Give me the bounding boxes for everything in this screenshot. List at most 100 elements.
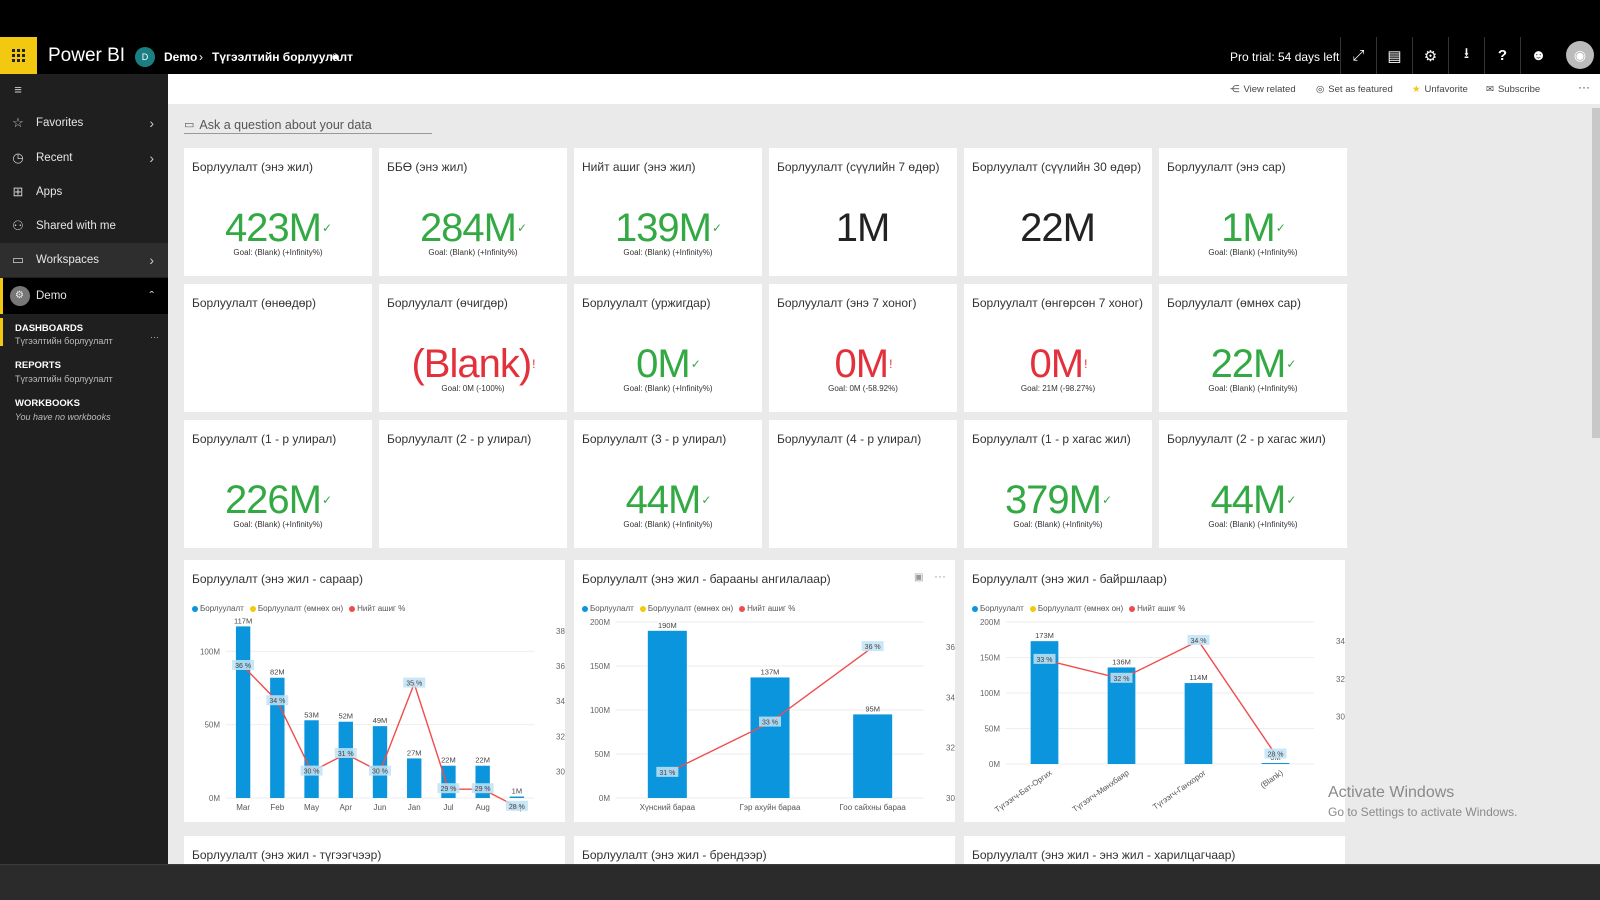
line-label-bg — [1187, 634, 1210, 645]
kpi-tile[interactable]: Борлуулалт (өчигдөр) (Blank)! Goal: 0M (-1… — [379, 284, 567, 412]
chart-tile-brand[interactable]: Борлуулалт (энэ жил - брендээр) — [574, 836, 955, 864]
kpi-tile[interactable]: Борлуулалт (1 - р хагас жил) 379M✓ Goal: (… — [964, 420, 1152, 548]
kpi-goal: Goal: (Blank) (+Infinity%) — [623, 520, 713, 529]
kpi-goal: Goal: 0M (-100%) — [441, 384, 505, 393]
y2-tick-label: 34 % — [1336, 637, 1345, 646]
related-icon: ⋲ — [1230, 84, 1240, 95]
kpi-tile[interactable]: Борлуулалт (2 - р хагас жил) 44M✓ Goal: (B… — [1159, 420, 1347, 548]
legend-item: Борлуулалт (өмнөх он) — [639, 604, 733, 613]
y2-tick-label: 36 % — [946, 643, 955, 652]
trial-status[interactable]: Pro trial: 54 days left — [1230, 50, 1340, 64]
set-featured-label: Set as featured — [1328, 84, 1393, 95]
line-data-label: 28 % — [509, 804, 525, 811]
kpi-tile[interactable]: Борлуулалт (сүүлийн 30 өдөр) 22M — [964, 148, 1152, 276]
hamburger-menu-button[interactable]: ≡ — [0, 74, 168, 104]
bar-data-label: 27M — [407, 748, 422, 757]
kpi-value-text: 423M — [224, 206, 322, 250]
location-combo-chart: 0M 50M 100M 150M 200M 30 % 32 % 34 % 173M Түгээгч… — [980, 618, 1345, 814]
sidebar-item-favorites[interactable]: ☆ Favorites › — [0, 106, 168, 140]
kpi-tile[interactable]: Борлуулалт (өмнөх сар) 22M✓ Goal: (Blank) … — [1159, 284, 1347, 412]
kpi-tile[interactable]: Борлуулалт (энэ жил) 423M✓ Goal: (Blank) (… — [184, 148, 372, 276]
kpi-title: Борлуулалт (өмнөх сар) — [1167, 296, 1301, 310]
breadcrumb-workspace[interactable]: Demo — [164, 50, 198, 64]
line-label-bg — [369, 765, 391, 776]
set-featured-button[interactable]: ◎ Set as featured — [1316, 84, 1393, 95]
bar — [1261, 763, 1290, 764]
chart-tile-monthly[interactable]: Борлуулалт (энэ жил - сараар) Борлуулалт… — [184, 560, 565, 822]
kpi-tile[interactable]: Борлуулалт (3 - р улирал) 44M✓ Goal: (Blan… — [574, 420, 762, 548]
more-options-icon[interactable]: ··· — [1578, 80, 1590, 94]
sidebar-item-shared[interactable]: ⚇ Shared with me — [0, 209, 168, 243]
kpi-value: 139M✓ — [574, 206, 762, 250]
kpi-value: 22M — [964, 206, 1152, 250]
app-title[interactable]: Power BI — [48, 45, 126, 66]
legend-item: Борлуулалт (өмнөх он) — [249, 604, 343, 613]
unfavorite-button[interactable]: ★ Unfavorite — [1412, 84, 1468, 95]
line-data-label: 33 % — [1037, 657, 1053, 664]
y2-tick-label: 34 % — [946, 693, 955, 702]
smiley-icon[interactable]: ☻ — [1520, 37, 1556, 74]
chart-tile-category[interactable]: Борлуулалт (энэ жил - барааны ангилалаар… — [574, 560, 955, 822]
bar — [372, 726, 388, 798]
dashboard-link[interactable]: Түгээлтийн борлуулалт — [15, 336, 113, 346]
kpi-tile[interactable]: Борлуулалт (1 - р улирал) 226M✓ Goal: (Bla… — [184, 420, 372, 548]
chart-title: Борлуулалт (энэ жил - байршлаар) — [972, 572, 1167, 586]
legend-dot — [1029, 605, 1036, 612]
kpi-title: Борлуулалт (2 - р улирал) — [387, 432, 532, 446]
more-options-icon[interactable]: ··· — [150, 332, 159, 342]
user-icon[interactable]: ◉ — [1566, 41, 1594, 69]
sidebar-item-recent[interactable]: ◷ Recent › — [0, 141, 168, 175]
kpi-tile[interactable]: Борлуулалт (өнөөдөр) — [184, 284, 372, 412]
kpi-tile[interactable]: Борлуулалт (4 - р улирал) — [769, 420, 957, 548]
app-launcher-button[interactable] — [0, 37, 37, 74]
bar-data-label: 22M — [475, 756, 490, 765]
chart-tile-location[interactable]: Борлуулалт (энэ жил - байршлаар) Борлуул… — [964, 560, 1345, 822]
kpi-tile[interactable]: Борлуулалт (2 - р улирал) — [379, 420, 567, 548]
kpi-goal: Goal: (Blank) (+Infinity%) — [1013, 520, 1103, 529]
focus-mode-icon[interactable]: ▣ — [914, 572, 924, 583]
expand-icon[interactable]: ⤢ — [1340, 37, 1376, 74]
hamburger-icon: ≡ — [14, 81, 22, 97]
line-label-bg — [471, 783, 494, 794]
kpi-tile[interactable]: Борлуулалт (уржигдар) 0M✓ Goal: (Blank) (+… — [574, 284, 762, 412]
gear-icon[interactable]: ⚙ — [1412, 37, 1448, 74]
x-tick-label: Feb — [270, 803, 284, 812]
report-link[interactable]: Түгээлтийн борлуулалт — [15, 374, 113, 384]
breadcrumb-chevron-icon: › — [199, 50, 203, 64]
kpi-tile[interactable]: Нийт ашиг (энэ жил) 139M✓ Goal: (Blank) (+… — [574, 148, 762, 276]
kpi-tile[interactable]: Борлуулалт (энэ сар) 1M✓ Goal: (Blank) (+I… — [1159, 148, 1347, 276]
bar-data-label: 1M — [512, 787, 522, 796]
help-icon[interactable]: ? — [1484, 37, 1520, 74]
qa-input[interactable]: ▭ Ask a question about your data — [184, 116, 432, 134]
sidebar-item-demo[interactable]: ⚙ Demo ˆ — [0, 278, 168, 314]
chart-tile-distributor[interactable]: Борлуулалт (энэ жил - түгээгчээр) — [184, 836, 565, 864]
kpi-tile[interactable]: ББӨ (энэ жил) 284M✓ Goal: (Blank) (+Infini… — [379, 148, 567, 276]
legend-dot — [1129, 605, 1136, 612]
kpi-title: Борлуулалт (1 - р хагас жил) — [972, 432, 1131, 446]
legend-label: Борлуулалт (өмнөх он) — [1037, 604, 1124, 613]
profit-line — [1044, 640, 1277, 755]
line-label-bg — [861, 641, 884, 652]
download-icon[interactable]: ⭳ — [1448, 37, 1484, 74]
kpi-tile[interactable]: Борлуулалт (сүүлийн 7 өдөр) 1M — [769, 148, 957, 276]
check-icon: ✓ — [322, 221, 332, 235]
y-tick-label: 0M — [989, 760, 1000, 769]
kpi-tile[interactable]: Борлуулалт (энэ 7 хоног) 0M! Goal: 0M (-58… — [769, 284, 957, 412]
kpi-title: Борлуулалт (энэ жил) — [192, 160, 313, 174]
kpi-tile[interactable]: Борлуулалт (өнгөрсөн 7 хоног) 0M! Goal: 21… — [964, 284, 1152, 412]
bar — [235, 626, 251, 798]
breadcrumb-dashboard[interactable]: Түгээлтийн борлуулалт — [212, 50, 354, 64]
kpi-goal: Goal: 21M (-98.27%) — [1020, 384, 1096, 393]
bar-data-label: 49M — [373, 716, 388, 725]
view-related-button[interactable]: ⋲ View related — [1230, 84, 1296, 95]
sidebar-item-apps[interactable]: ⊞ Apps — [0, 175, 168, 209]
subscribe-button[interactable]: ✉ Subscribe — [1486, 84, 1540, 95]
kpi-value: 0M! — [964, 342, 1152, 386]
vertical-scrollbar[interactable] — [1592, 108, 1600, 438]
more-options-icon[interactable]: ··· — [934, 569, 946, 583]
comment-icon[interactable]: ▤ — [1376, 37, 1412, 74]
bar-data-label: 114M — [1189, 673, 1207, 682]
sidebar-item-workspaces[interactable]: ▭ Workspaces › — [0, 243, 168, 277]
workspace-avatar: D — [135, 47, 155, 67]
chart-tile-customer[interactable]: Борлуулалт (энэ жил - энэ жил - харилцаг… — [964, 836, 1345, 864]
